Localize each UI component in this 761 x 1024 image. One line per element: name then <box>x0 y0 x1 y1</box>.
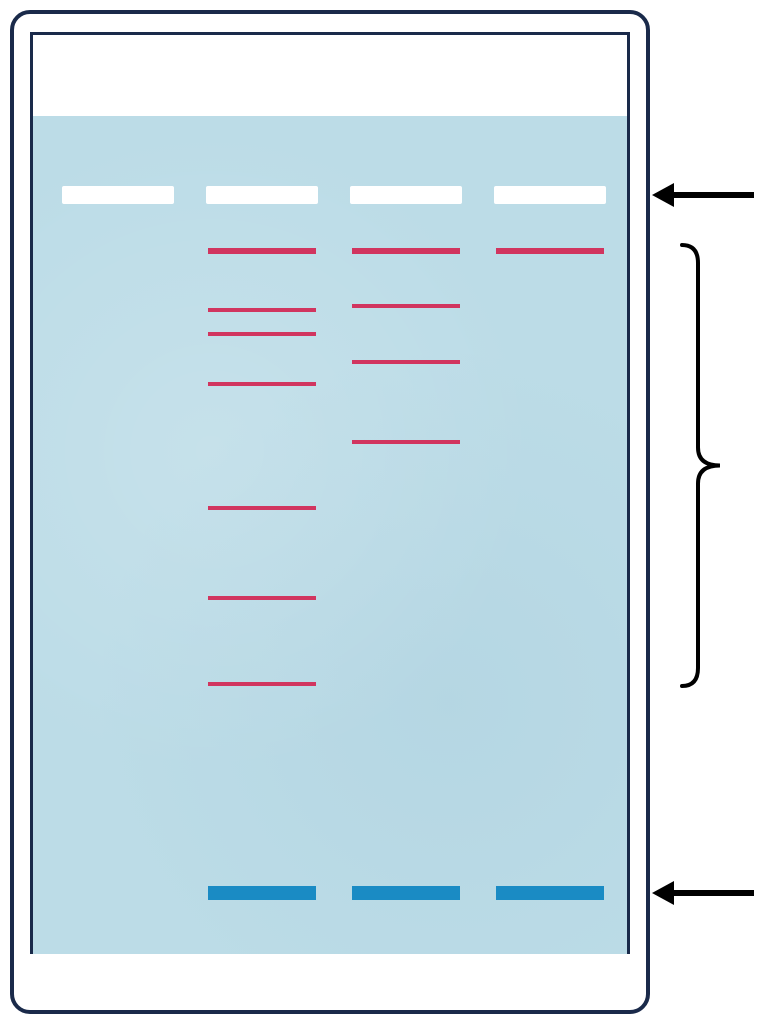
separated-band <box>352 440 460 444</box>
well-lane-4 <box>494 186 606 204</box>
separated-band <box>496 248 604 254</box>
separated-band <box>208 308 316 312</box>
separated-band <box>352 304 460 308</box>
arrow-dye-front <box>652 881 754 905</box>
arrow-shaft <box>674 192 754 198</box>
bracket-separated-bands <box>680 243 730 688</box>
separated-band <box>208 682 316 686</box>
well-lane-2 <box>206 186 318 204</box>
arrow-head-icon <box>652 183 674 207</box>
separated-band <box>352 248 460 254</box>
dye-front-band-lane-2 <box>208 886 316 900</box>
arrow-head-icon <box>652 881 674 905</box>
separated-band <box>208 506 316 510</box>
gel-region <box>33 116 627 954</box>
well-lane-3 <box>350 186 462 204</box>
arrow-shaft <box>674 890 754 896</box>
bracket-path <box>682 245 720 686</box>
dye-front-band-lane-3 <box>352 886 460 900</box>
separated-band <box>208 596 316 600</box>
arrow-wells <box>652 183 754 207</box>
separated-band <box>208 382 316 386</box>
well-lane-1 <box>62 186 174 204</box>
separated-band <box>208 332 316 336</box>
dye-front-band-lane-4 <box>496 886 604 900</box>
separated-band <box>352 360 460 364</box>
separated-band <box>208 248 316 254</box>
